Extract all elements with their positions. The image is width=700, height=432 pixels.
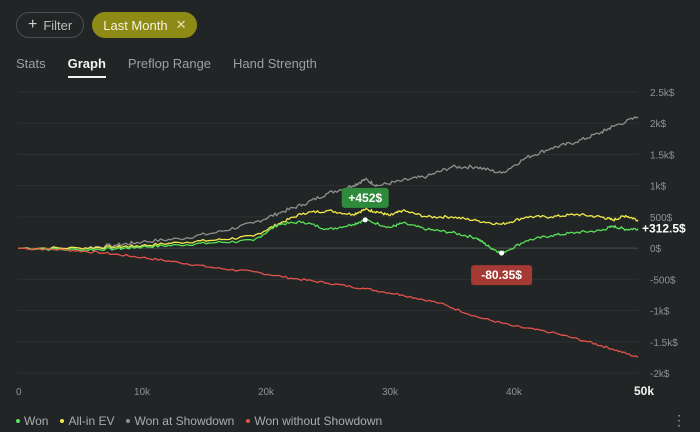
x-tick-label: 50k xyxy=(634,384,654,398)
x-tick-label: 20k xyxy=(258,387,275,398)
legend-label-without-showdown: Won without Showdown xyxy=(254,414,383,428)
series-line-won-without-showdown xyxy=(17,247,639,358)
series-line-won xyxy=(17,218,639,254)
last-month-label: Last Month xyxy=(103,17,168,33)
y-tick-label: -1.5k$ xyxy=(650,338,678,349)
showdown-dot-icon xyxy=(126,419,131,423)
tab-preflop-range[interactable]: Preflop Range xyxy=(127,56,212,71)
filter-button[interactable]: + Filter xyxy=(16,12,85,38)
y-tick-label: -2k$ xyxy=(650,369,670,380)
y-tick-label: 1k$ xyxy=(650,182,667,193)
legend-label-showdown: Won at Showdown xyxy=(134,414,235,428)
tab-stats[interactable]: Stats xyxy=(16,56,46,71)
allin-ev-dot-icon xyxy=(60,419,65,423)
profit-graph[interactable]: 2.5k$ 2k$ 1.5k$ 1k$ 500$ 0$ -500$ -1k$ -1.5k$ -2k… xyxy=(0,80,700,410)
tab-hand-strength[interactable]: Hand Strength xyxy=(233,56,317,71)
filter-label: Filter xyxy=(43,17,73,33)
y-tick-label: 500$ xyxy=(650,213,673,224)
y-tick-label: -500$ xyxy=(650,275,676,286)
chart-legend: Won All-in EV Won at Showdown Won withou… xyxy=(16,414,382,428)
peak-label: +452$ xyxy=(348,191,382,205)
plus-icon: + xyxy=(28,16,38,33)
y-tick-label: 0$ xyxy=(650,244,662,255)
without-showdown-dot-icon xyxy=(246,419,251,423)
tab-graph[interactable]: Graph xyxy=(67,56,106,78)
filter-bar: + Filter Last Month ✕ xyxy=(16,12,198,38)
close-icon[interactable]: ✕ xyxy=(175,17,187,32)
more-options-icon[interactable]: ⋮ xyxy=(672,412,686,428)
peak-label-bg xyxy=(341,187,389,208)
series-line-won-at-showdown xyxy=(18,116,639,251)
tab-bar: Stats Graph Preflop Range Hand Strength xyxy=(16,56,317,78)
peak-label-marker xyxy=(362,217,368,223)
x-tick-label: 30k xyxy=(382,387,399,398)
x-tick-label: 0 xyxy=(16,387,22,398)
trough-label-marker xyxy=(499,250,505,256)
legend-label-allin-ev: All-in EV xyxy=(68,414,115,428)
won-dot-icon xyxy=(16,419,20,423)
legend-item-showdown[interactable]: Won at Showdown xyxy=(126,414,234,428)
x-tick-label: 40k xyxy=(506,387,523,398)
y-tick-label: 1.5k$ xyxy=(650,150,675,161)
legend-label-won: Won xyxy=(24,414,49,428)
y-tick-label: 2.5k$ xyxy=(650,88,675,99)
last-month-filter-chip[interactable]: Last Month ✕ xyxy=(92,12,198,38)
legend-item-won[interactable]: Won xyxy=(16,414,48,428)
final-value-label: +312.5$ xyxy=(642,222,686,236)
x-tick-label: 10k xyxy=(134,387,151,398)
trough-label: -80.35$ xyxy=(481,268,522,282)
y-tick-label: -1k$ xyxy=(650,307,670,318)
legend-item-allin-ev[interactable]: All-in EV xyxy=(60,414,114,428)
trough-label-bg xyxy=(471,265,533,286)
y-tick-label: 2k$ xyxy=(650,119,667,130)
series-line-all-in-ev xyxy=(18,207,639,250)
legend-item-without-showdown[interactable]: Won without Showdown xyxy=(246,414,382,428)
